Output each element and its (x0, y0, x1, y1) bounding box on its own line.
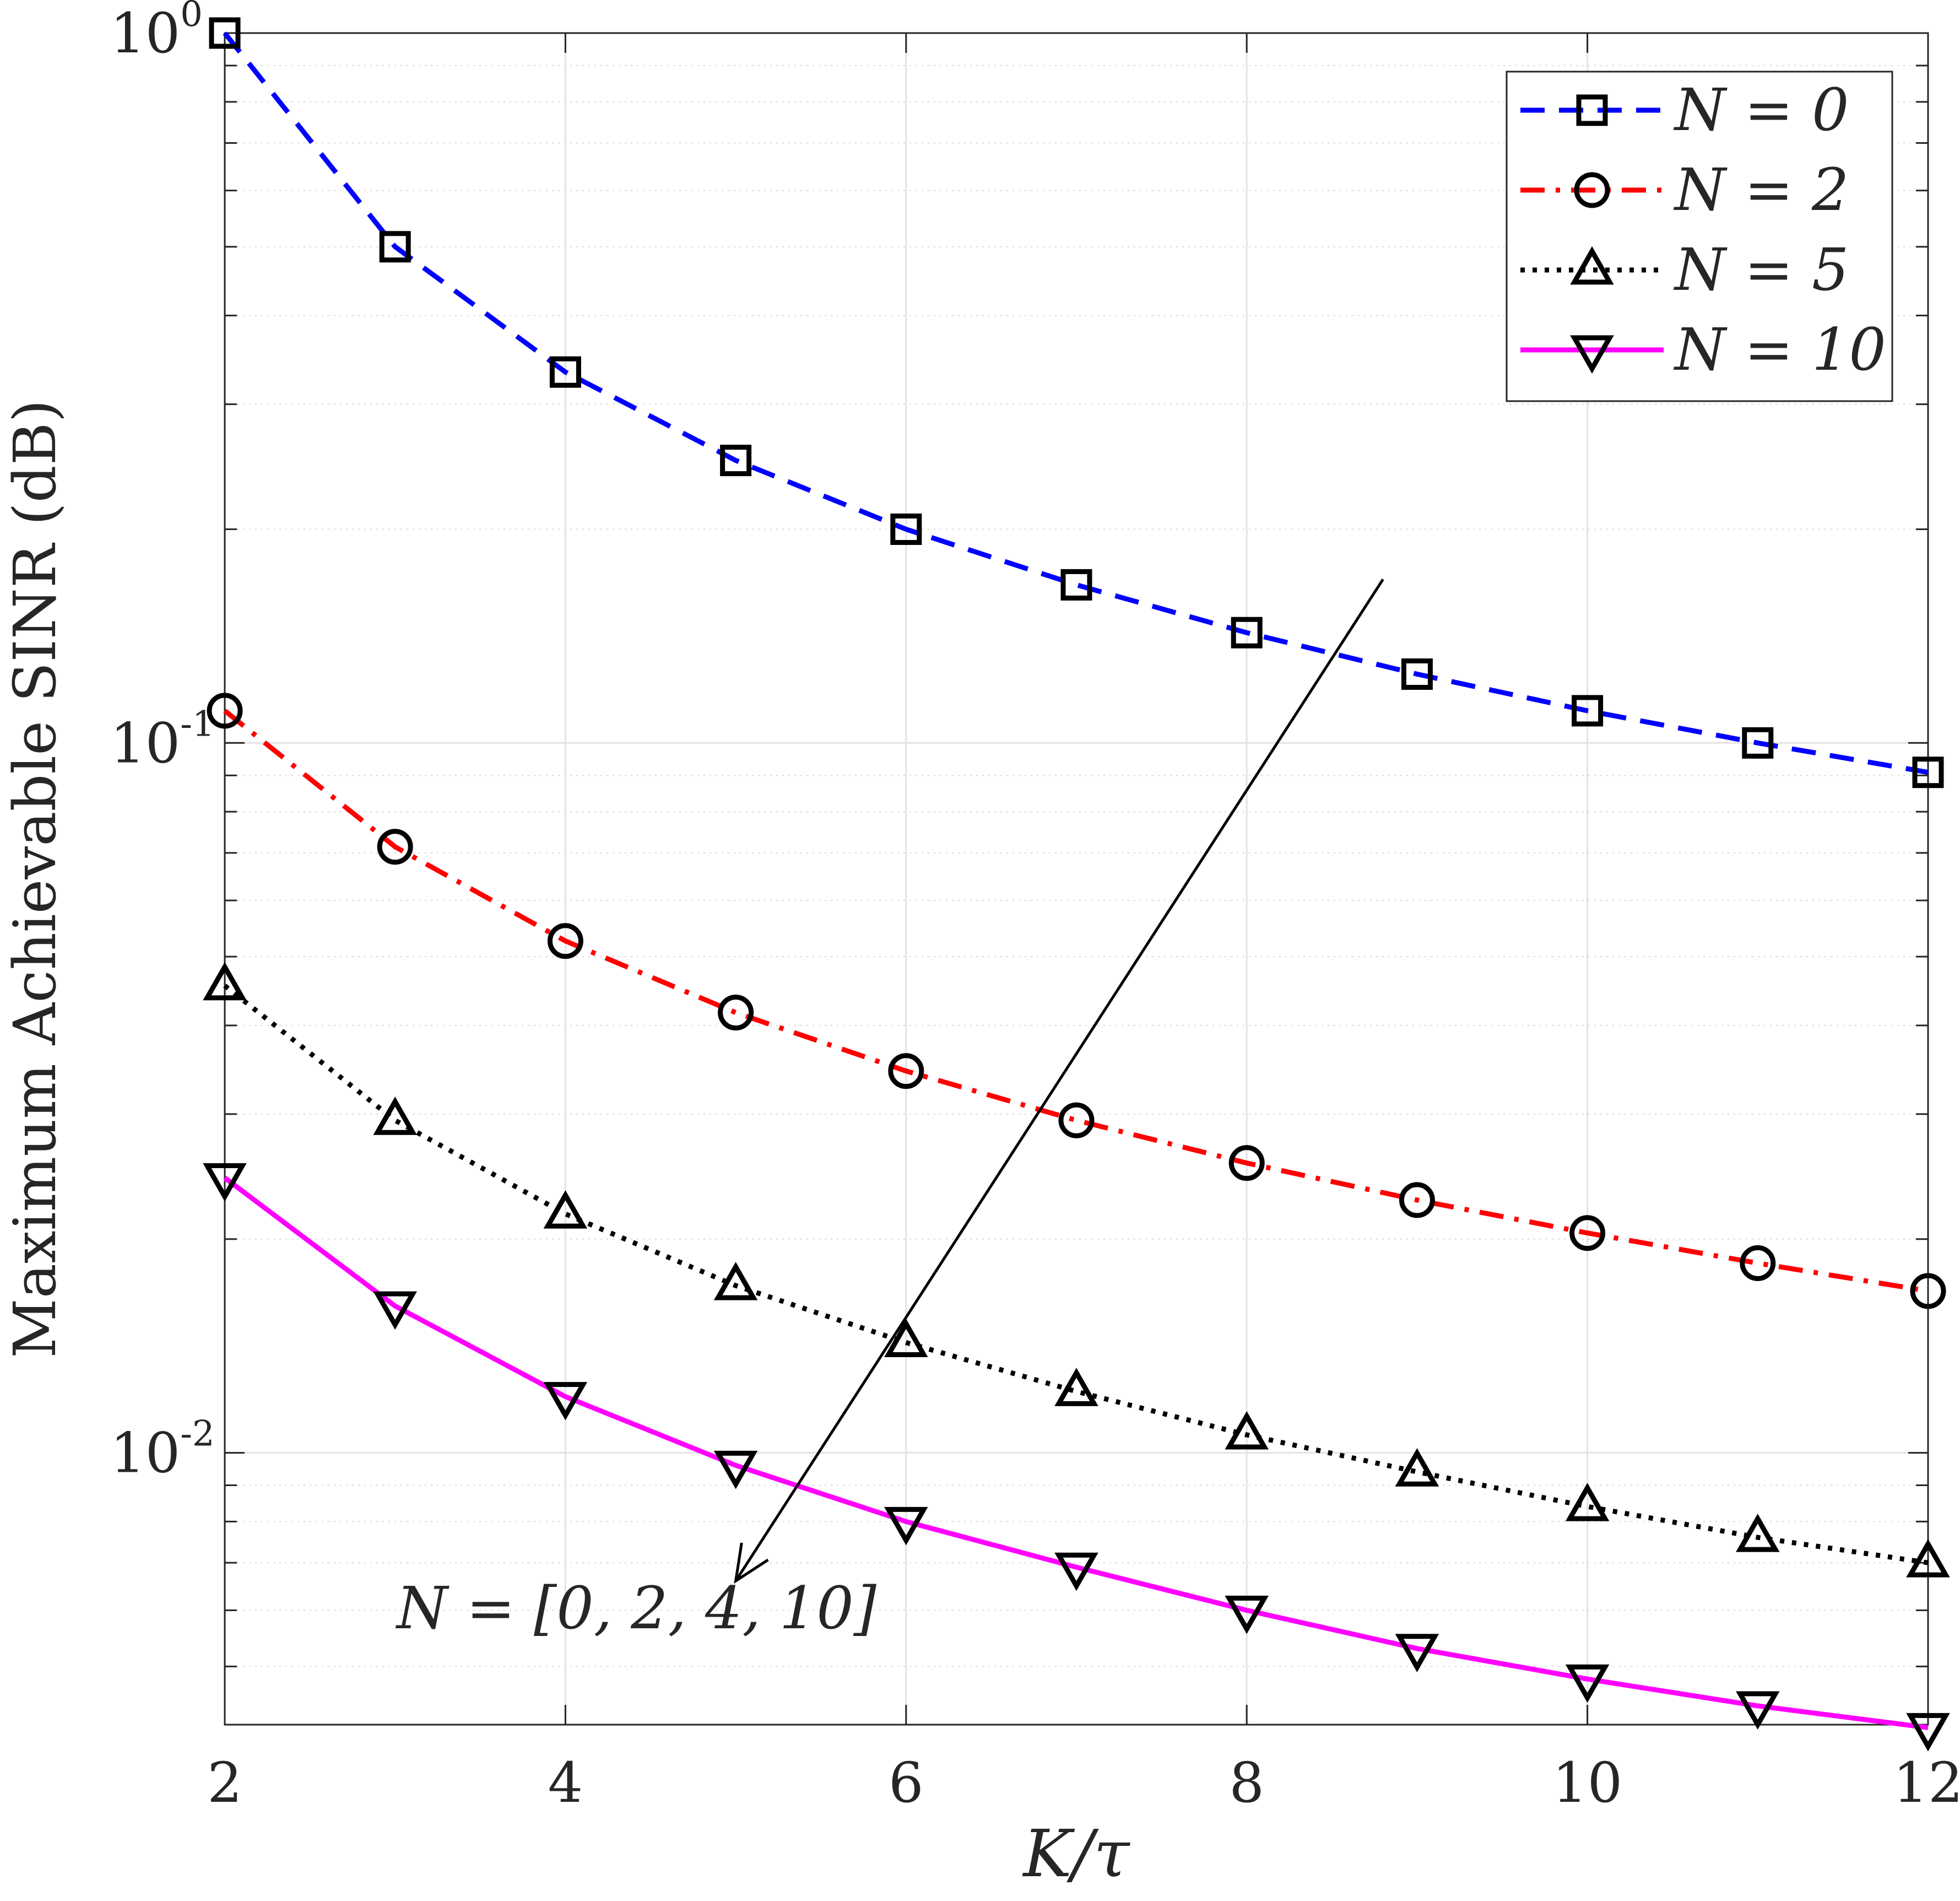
triangle-down-marker (373, 1291, 417, 1330)
y-tick-base: 10 (110, 1, 180, 66)
y-tick-label: 10-1 (110, 704, 215, 775)
series-1 (207, 693, 1946, 1309)
circle-marker (1228, 1145, 1265, 1181)
triangle-up-marker (203, 962, 247, 1001)
circle-marker (1058, 1102, 1095, 1138)
legend-entry: N = 10 (1520, 316, 1886, 384)
series-3 (203, 1163, 1950, 1752)
circle-marker (207, 693, 243, 729)
square-marker (890, 513, 922, 545)
square-marker (1742, 727, 1774, 759)
triangle-down-marker (1225, 1595, 1269, 1634)
square-marker (1401, 658, 1433, 690)
legend-label: N = 10 (1673, 316, 1886, 384)
triangle-up-marker (1225, 1411, 1269, 1450)
square-marker (1576, 94, 1608, 126)
square-marker (1572, 695, 1604, 727)
circle-marker (1740, 1245, 1776, 1281)
x-tick-label: 4 (548, 1751, 583, 1815)
triangle-up-marker (1736, 1514, 1780, 1552)
square-marker (209, 17, 241, 49)
y-tick-label: 10-2 (110, 1414, 215, 1486)
triangle-down-marker (1736, 1691, 1780, 1730)
legend-label: N = 0 (1673, 76, 1849, 144)
legend-label: N = 5 (1673, 236, 1849, 304)
series-2 (203, 962, 1950, 1578)
series-line (223, 709, 1929, 1294)
annotation: N = [0, 2, 4, 10] (395, 579, 1384, 1642)
circle-marker (1574, 172, 1610, 208)
circle-marker (377, 829, 413, 865)
triangle-down-marker (1054, 1552, 1098, 1591)
triangle-up-marker (713, 1262, 758, 1300)
square-marker (1060, 569, 1092, 601)
y-tick-base: 10 (110, 711, 180, 775)
triangle-down-marker (713, 1450, 758, 1489)
circle-marker (547, 923, 583, 959)
triangle-up-marker (884, 1319, 928, 1357)
triangle-down-marker (884, 1506, 928, 1546)
x-tick-label: 10 (1552, 1751, 1622, 1815)
legend: N = 0 N = 2 N = 5 N = 10 (1506, 71, 1893, 402)
plot-frame (224, 32, 1929, 1726)
legend-label: N = 2 (1673, 156, 1849, 224)
circle-marker (718, 995, 754, 1031)
square-marker (379, 231, 411, 263)
triangle-up-marker (1570, 246, 1614, 285)
x-tick-label: 8 (1229, 1751, 1264, 1815)
x-tick-label: 2 (207, 1751, 242, 1815)
triangle-down-marker (543, 1382, 588, 1421)
x-tick-label: 12 (1893, 1751, 1960, 1815)
y-tick-exponent: -2 (180, 1414, 214, 1455)
y-tick-exponent: 0 (180, 0, 203, 35)
series-0 (209, 17, 1944, 789)
square-marker (720, 445, 752, 477)
triangle-down-marker (1395, 1634, 1439, 1672)
circle-marker (1910, 1273, 1946, 1309)
circle-marker (888, 1053, 924, 1089)
series-line (223, 31, 1929, 775)
legend-box (1506, 71, 1893, 402)
triangle-up-marker (1906, 1539, 1950, 1578)
annotation-label: N = [0, 2, 4, 10] (395, 1574, 877, 1642)
y-tick-label: 100 (110, 0, 203, 66)
y-tick-base: 10 (110, 1421, 180, 1486)
legend-entry: N = 0 (1520, 76, 1849, 144)
triangle-up-marker (373, 1097, 417, 1135)
triangle-down-marker (203, 1163, 247, 1202)
series-line (223, 1175, 1929, 1730)
annotation-arrow-line (734, 579, 1384, 1582)
triangle-up-marker (543, 1190, 588, 1229)
triangle-up-marker (1395, 1448, 1439, 1487)
x-tick-label: 6 (889, 1751, 924, 1815)
triangle-down-marker (1565, 1664, 1610, 1703)
square-marker (549, 356, 581, 388)
triangle-up-marker (1565, 1483, 1610, 1521)
triangle-up-marker (1054, 1368, 1098, 1406)
square-marker (1231, 617, 1263, 649)
triangle-down-marker (1570, 335, 1614, 374)
circle-marker (1569, 1215, 1606, 1251)
triangle-down-marker (1906, 1713, 1950, 1752)
data-series (203, 17, 1950, 1752)
square-marker (1912, 757, 1944, 789)
annotation-arrowhead (734, 1542, 769, 1584)
circle-marker (1399, 1182, 1435, 1218)
legend-entry: N = 5 (1520, 236, 1849, 304)
y-axis-title: Maximum Achievable SINR (dB) (1, 399, 69, 1358)
legend-entry: N = 2 (1520, 156, 1849, 224)
x-axis-title: K/τ (1022, 1816, 1130, 1892)
